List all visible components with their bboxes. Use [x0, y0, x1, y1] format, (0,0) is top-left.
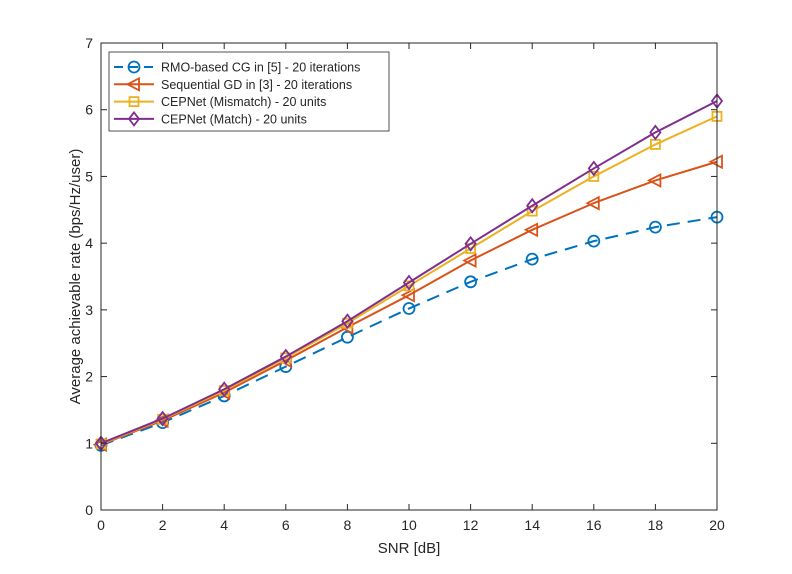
x-tick-label: 12 — [463, 517, 479, 533]
legend-box — [108, 51, 390, 132]
x-tick-label: 2 — [159, 517, 167, 533]
data-point — [341, 313, 354, 330]
data-point — [340, 330, 354, 344]
data-point — [646, 172, 662, 188]
legend-item: CEPNet (Match) - 20 units — [114, 110, 307, 127]
legend-label: CEPNet (Mismatch) - 20 units — [161, 95, 326, 109]
data-point — [525, 252, 539, 266]
data-point — [649, 220, 662, 234]
y-tick-label: 7 — [85, 35, 93, 51]
legend-label: CEPNet (Match) - 20 units — [161, 112, 307, 126]
data-point — [526, 197, 539, 214]
x-tick-label: 6 — [282, 517, 290, 533]
x-tick-label: 4 — [220, 517, 228, 533]
y-tick-label: 5 — [85, 168, 93, 184]
data-point — [402, 274, 416, 291]
legend-label: RMO-based CG in [5] - 20 iterations — [161, 61, 360, 75]
legend-label: Sequential GD in [3] - 20 iterations — [161, 78, 352, 92]
x-tick-label: 8 — [344, 517, 352, 533]
data-point — [649, 124, 662, 141]
legend: RMO-based CG in [5] - 20 iterations Seque… — [108, 51, 390, 132]
data-point — [708, 154, 723, 170]
data-point — [464, 235, 477, 252]
data-point — [588, 171, 600, 182]
y-tick-label: 1 — [85, 435, 93, 451]
data-point — [400, 287, 415, 303]
legend-marker — [125, 76, 140, 92]
x-tick-label: 18 — [648, 517, 664, 533]
y-axis-title: Average achievable rate (bps/Hz/user) — [67, 149, 84, 405]
x-tick-label: 16 — [586, 517, 602, 533]
legend-marker — [127, 60, 141, 74]
series-line — [100, 100, 718, 445]
x-tick-label: 14 — [524, 517, 540, 533]
y-tick-label: 4 — [85, 235, 93, 251]
data-point — [587, 234, 601, 248]
x-tick-label: 20 — [709, 517, 725, 533]
data-point — [587, 160, 600, 177]
legend-item: CEPNet (Mismatch) - 20 units — [114, 95, 326, 109]
legend-item: Sequential GD in [3] - 20 iterations — [114, 76, 352, 92]
legend-marker — [128, 96, 140, 107]
series-layer — [92, 93, 724, 453]
series-3 — [94, 93, 724, 452]
x-tick-label: 0 — [97, 517, 105, 533]
y-tick-label: 6 — [85, 102, 93, 118]
data-point — [279, 348, 292, 365]
data-point — [462, 253, 477, 268]
series-line — [100, 160, 718, 446]
x-tick-label: 10 — [401, 517, 417, 533]
y-tick-label: 3 — [85, 302, 93, 318]
data-point — [156, 410, 169, 427]
data-point — [523, 222, 539, 238]
y-tick-label: 2 — [85, 369, 93, 385]
y-tick-label: 0 — [85, 502, 93, 518]
data-point — [464, 275, 478, 289]
series-line — [100, 216, 718, 447]
data-point — [585, 195, 600, 211]
data-point — [402, 302, 416, 315]
series-line — [100, 115, 718, 445]
legend-marker — [127, 110, 141, 127]
data-point — [218, 381, 231, 398]
legend-item: RMO-based CG in [5] - 20 iterations — [114, 61, 360, 75]
x-axis-title: SNR [dB] — [378, 540, 441, 557]
